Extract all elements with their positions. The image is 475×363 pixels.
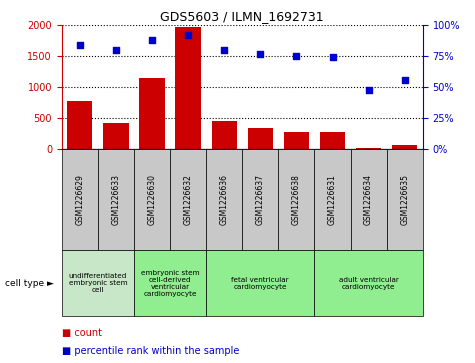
Text: fetal ventricular
cardiomyocyte: fetal ventricular cardiomyocyte xyxy=(231,277,289,290)
Point xyxy=(256,51,264,57)
Text: cell type ►: cell type ► xyxy=(5,279,54,287)
Point xyxy=(76,42,84,48)
Text: GSM1226632: GSM1226632 xyxy=(184,174,192,225)
Text: undifferentiated
embryonic stem
cell: undifferentiated embryonic stem cell xyxy=(68,273,127,293)
Text: GSM1226629: GSM1226629 xyxy=(76,174,84,225)
Bar xyxy=(103,123,129,149)
Title: GDS5603 / ILMN_1692731: GDS5603 / ILMN_1692731 xyxy=(161,10,324,23)
Text: GSM1226633: GSM1226633 xyxy=(112,174,120,225)
Text: GSM1226634: GSM1226634 xyxy=(364,174,373,225)
Bar xyxy=(247,128,273,149)
Text: adult ventricular
cardiomyocyte: adult ventricular cardiomyocyte xyxy=(339,277,399,290)
Bar xyxy=(139,78,165,149)
Point xyxy=(329,54,336,60)
Point xyxy=(401,77,408,83)
Bar xyxy=(211,121,237,149)
Text: GSM1226635: GSM1226635 xyxy=(400,174,409,225)
Bar xyxy=(320,132,345,149)
Point xyxy=(293,53,300,59)
Text: GSM1226630: GSM1226630 xyxy=(148,174,156,225)
Text: embryonic stem
cell-derived
ventricular
cardiomyocyte: embryonic stem cell-derived ventricular … xyxy=(141,270,200,297)
Point xyxy=(112,47,120,53)
Point xyxy=(184,32,192,38)
Text: GSM1226636: GSM1226636 xyxy=(220,174,228,225)
Bar xyxy=(392,145,418,149)
Bar xyxy=(67,101,93,149)
Text: GSM1226637: GSM1226637 xyxy=(256,174,265,225)
Bar xyxy=(356,148,381,149)
Bar xyxy=(284,132,309,149)
Text: ■ percentile rank within the sample: ■ percentile rank within the sample xyxy=(62,346,239,356)
Text: ■ count: ■ count xyxy=(62,327,102,338)
Bar xyxy=(175,26,201,149)
Point xyxy=(220,47,228,53)
Text: GSM1226638: GSM1226638 xyxy=(292,174,301,225)
Text: GSM1226631: GSM1226631 xyxy=(328,174,337,225)
Point xyxy=(365,87,372,93)
Point xyxy=(148,37,156,43)
